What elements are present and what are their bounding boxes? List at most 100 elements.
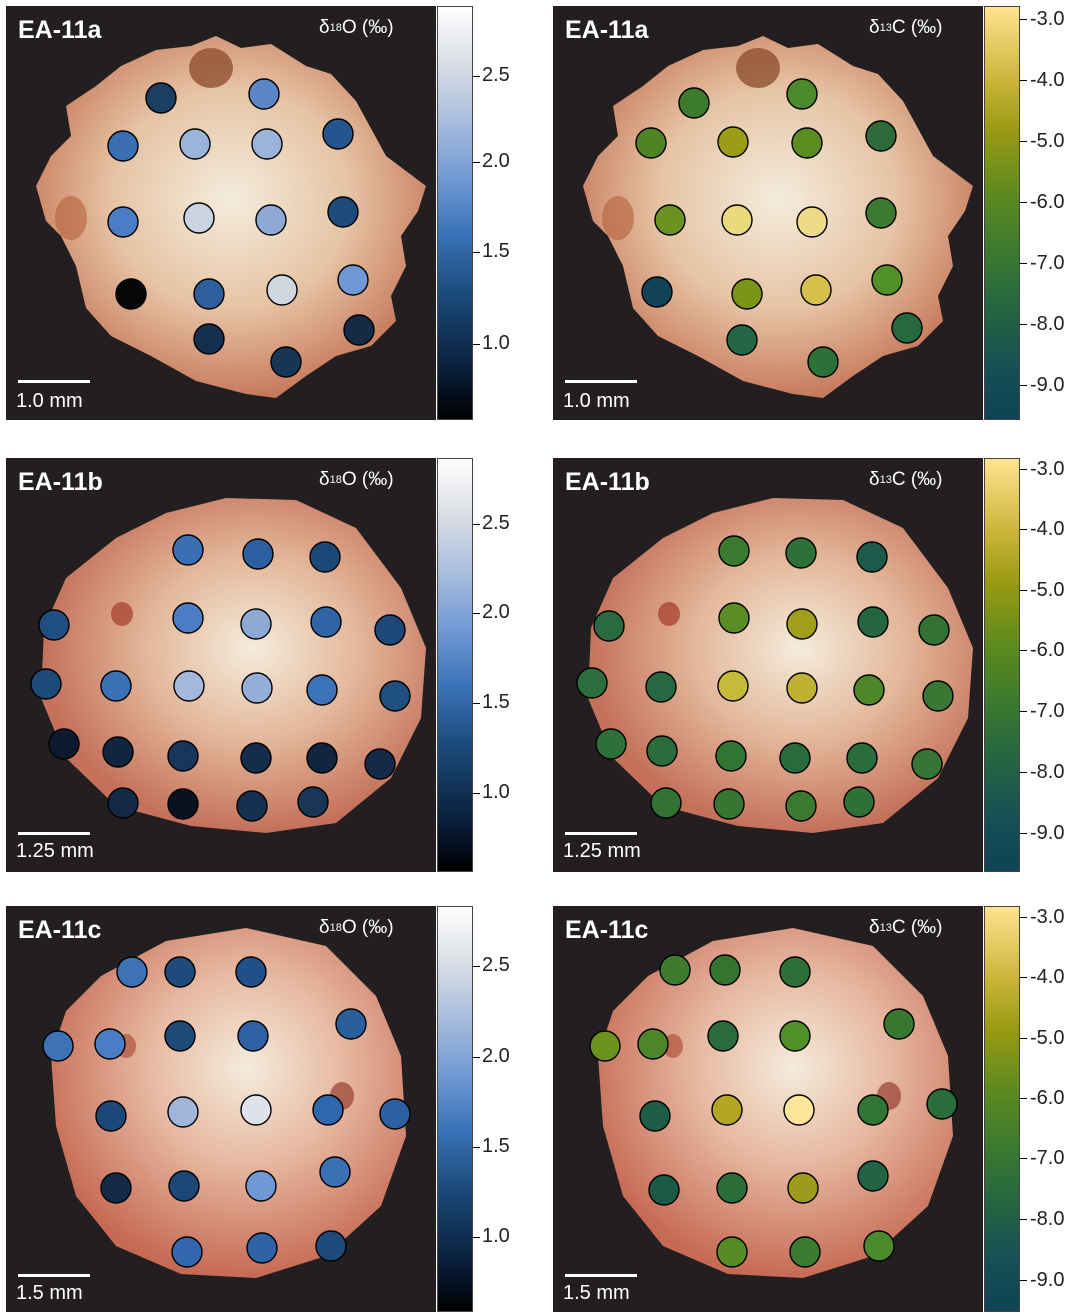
measurement-spot — [922, 680, 954, 712]
measurement-spot — [100, 670, 132, 702]
measurement-spot — [240, 1094, 272, 1126]
colorbar-tick-label: -5.0 — [1030, 130, 1065, 152]
measurement-spot — [641, 276, 673, 308]
panel-ea11b-d18o: EA-11b δ18O (‰) 1.25 mm — [6, 458, 436, 872]
measurement-spot — [779, 742, 811, 774]
measurement-spot — [711, 1094, 743, 1126]
colorbar-tick — [1020, 772, 1027, 773]
scale-bar-label: 1.25 mm — [16, 840, 94, 862]
measurement-spot — [343, 314, 375, 346]
measurement-spot — [883, 1008, 915, 1040]
panel-ea11b-d13c: EA-11b δ13C (‰) 1.25 mm — [553, 458, 983, 872]
colorbar-d13c — [984, 6, 1020, 420]
measurement-spot — [857, 1160, 889, 1192]
measurement-spot — [856, 541, 888, 573]
colorbar-tick — [1020, 469, 1027, 470]
measurement-spot — [865, 120, 897, 152]
measurement-spot — [337, 264, 369, 296]
measurement-spot — [167, 788, 199, 820]
measurement-spot — [718, 602, 750, 634]
colorbar-d13c — [984, 458, 1020, 872]
measurement-spot — [713, 788, 745, 820]
measurement-spot — [718, 535, 750, 567]
measurement-spot — [843, 786, 875, 818]
measurement-spot — [379, 1098, 411, 1130]
measurement-spot — [789, 1236, 821, 1268]
measurement-spot — [173, 670, 205, 702]
measurement-spot — [248, 78, 280, 110]
colorbar-tick — [473, 966, 480, 967]
measurement-spot — [270, 346, 302, 378]
colorbar-tick-label: -7.0 — [1030, 1147, 1065, 1169]
scale-bar — [18, 832, 90, 835]
colorbar-tick-label: -8.0 — [1030, 761, 1065, 783]
colorbar-tick-label: 1.0 — [482, 781, 510, 803]
scale-bar — [565, 832, 637, 835]
measurement-spot — [237, 1020, 269, 1052]
measurement-spot — [94, 1028, 126, 1060]
colorbar-tick — [1020, 917, 1027, 918]
measurement-spot — [650, 787, 682, 819]
measurement-spot — [857, 1094, 889, 1126]
measurement-spot — [865, 197, 897, 229]
colorbar-tick-label: -3.0 — [1030, 458, 1065, 480]
measurement-spot — [327, 196, 359, 228]
colorbar-tick — [473, 524, 480, 525]
colorbar-tick — [1020, 202, 1027, 203]
colorbar-tick — [1020, 529, 1027, 530]
isotope-label: δ13C (‰) — [869, 917, 943, 938]
measurement-spot — [164, 956, 196, 988]
colorbar-tick — [1020, 385, 1027, 386]
colorbar-tick — [473, 344, 480, 345]
isotope-label: δ18O (‰) — [319, 469, 394, 490]
colorbar-tick-label: -6.0 — [1030, 1087, 1065, 1109]
measurement-spot — [709, 954, 741, 986]
measurement-spot — [891, 312, 923, 344]
measurement-spot — [800, 274, 832, 306]
colorbar-tick-label: 2.0 — [482, 1045, 510, 1067]
measurement-spot — [107, 787, 139, 819]
colorbar-d18o — [437, 6, 473, 420]
measurement-spot — [48, 728, 80, 760]
measurement-spot — [637, 1028, 669, 1060]
measurement-spot — [236, 790, 268, 822]
measurement-spot — [846, 742, 878, 774]
scale-bar — [18, 380, 90, 383]
measurement-spot — [911, 748, 943, 780]
colorbar-tick-label: -9.0 — [1030, 1269, 1065, 1291]
sample-label: EA-11a — [18, 16, 102, 44]
colorbar-tick — [1020, 324, 1027, 325]
measurement-spot — [779, 1020, 811, 1052]
colorbar-tick-label: -4.0 — [1030, 69, 1065, 91]
measurement-spot — [648, 1174, 680, 1206]
colorbar-tick-label: -5.0 — [1030, 579, 1065, 601]
colorbar-tick-label: -7.0 — [1030, 252, 1065, 274]
colorbar-tick — [1020, 19, 1027, 20]
measurement-spot — [926, 1088, 958, 1120]
sample-label: EA-11c — [565, 916, 649, 944]
measurement-spot — [312, 1094, 344, 1126]
colorbar-tick — [473, 162, 480, 163]
measurement-spot — [242, 538, 274, 570]
colorbar-tick-label: 2.5 — [482, 512, 510, 534]
measurement-spot — [678, 87, 710, 119]
scale-bar-label: 1.0 mm — [563, 390, 630, 412]
scale-bar-label: 1.25 mm — [563, 840, 641, 862]
colorbar-tick-label: 2.5 — [482, 954, 510, 976]
measurement-spot — [116, 956, 148, 988]
measurement-spot — [639, 1100, 671, 1132]
panel-ea11c-d18o: EA-11c δ18O (‰) 1.5 mm — [6, 906, 436, 1312]
measurement-spot — [715, 740, 747, 772]
measurement-spot — [779, 956, 811, 988]
specimen-image — [576, 498, 973, 833]
measurement-spot — [379, 680, 411, 712]
measurement-spot — [251, 128, 283, 160]
measurement-spot — [853, 674, 885, 706]
sample-label: EA-11b — [565, 468, 650, 496]
measurement-spot — [364, 748, 396, 780]
colorbar-tick — [1020, 1280, 1027, 1281]
colorbar-tick — [1020, 711, 1027, 712]
colorbar-tick-label: 1.5 — [482, 691, 510, 713]
measurement-spot — [918, 614, 950, 646]
measurement-spot — [235, 956, 267, 988]
